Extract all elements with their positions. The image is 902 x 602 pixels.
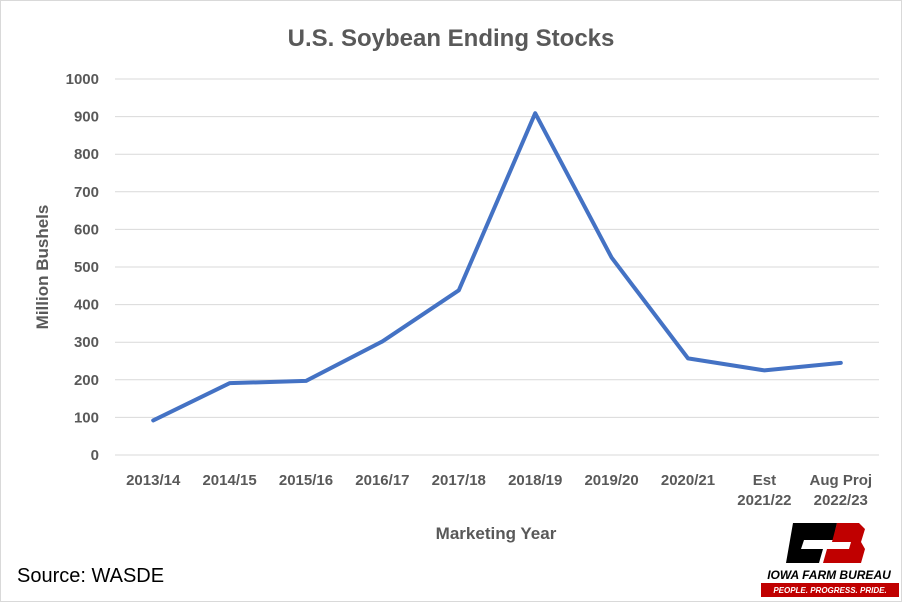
y-axis-label: Million Bushels <box>33 205 52 330</box>
y-tick-labels: 0 100 200 300 400 500 600 700 800 900 1000 <box>66 71 99 464</box>
fb-logo-mark-icon <box>786 523 865 563</box>
y-tick-label: 500 <box>74 259 99 276</box>
y-tick-label: 400 <box>74 297 99 314</box>
x-tick-label: 2015/16 <box>279 472 333 489</box>
x-tick-label: Aug Proj 2022/23 <box>810 472 873 509</box>
x-tick-label: 2013/14 <box>126 472 181 489</box>
x-tick-label: 2018/19 <box>508 472 562 489</box>
series-line <box>151 111 843 423</box>
y-tick-label: 0 <box>91 447 99 464</box>
gridlines <box>115 78 879 456</box>
x-tick-label: Est 2021/22 <box>737 472 791 509</box>
y-tick-label: 600 <box>74 221 99 238</box>
y-tick-label: 700 <box>74 184 99 201</box>
x-tick-labels: 2013/14 2014/15 2015/16 2016/17 2017/18 2018/… <box>126 472 872 509</box>
source-note: Source: WASDE <box>17 565 164 587</box>
y-tick-label: 200 <box>74 372 99 389</box>
x-tick-label: 2019/20 <box>584 472 638 489</box>
x-tick-label: 2016/17 <box>355 472 409 489</box>
y-tick-label: 1000 <box>66 71 99 88</box>
y-tick-label: 900 <box>74 109 99 126</box>
x-axis-label: Marketing Year <box>436 524 557 543</box>
x-tick-label: 2017/18 <box>432 472 486 489</box>
chart-title: U.S. Soybean Ending Stocks <box>288 25 615 52</box>
logo-tagline: PEOPLE. PROGRESS. PRIDE. <box>773 586 886 595</box>
y-tick-label: 800 <box>74 146 99 163</box>
x-tick-label: 2014/15 <box>202 472 256 489</box>
logo-name: IOWA FARM BUREAU <box>767 568 891 582</box>
iowa-farm-bureau-logo: IOWA FARM BUREAU PEOPLE. PROGRESS. PRIDE… <box>761 523 899 597</box>
y-tick-label: 300 <box>74 334 99 351</box>
x-tick-label: 2020/21 <box>661 472 715 489</box>
y-tick-label: 100 <box>74 409 99 426</box>
logo-tagline-band <box>761 583 899 597</box>
series <box>151 111 843 423</box>
